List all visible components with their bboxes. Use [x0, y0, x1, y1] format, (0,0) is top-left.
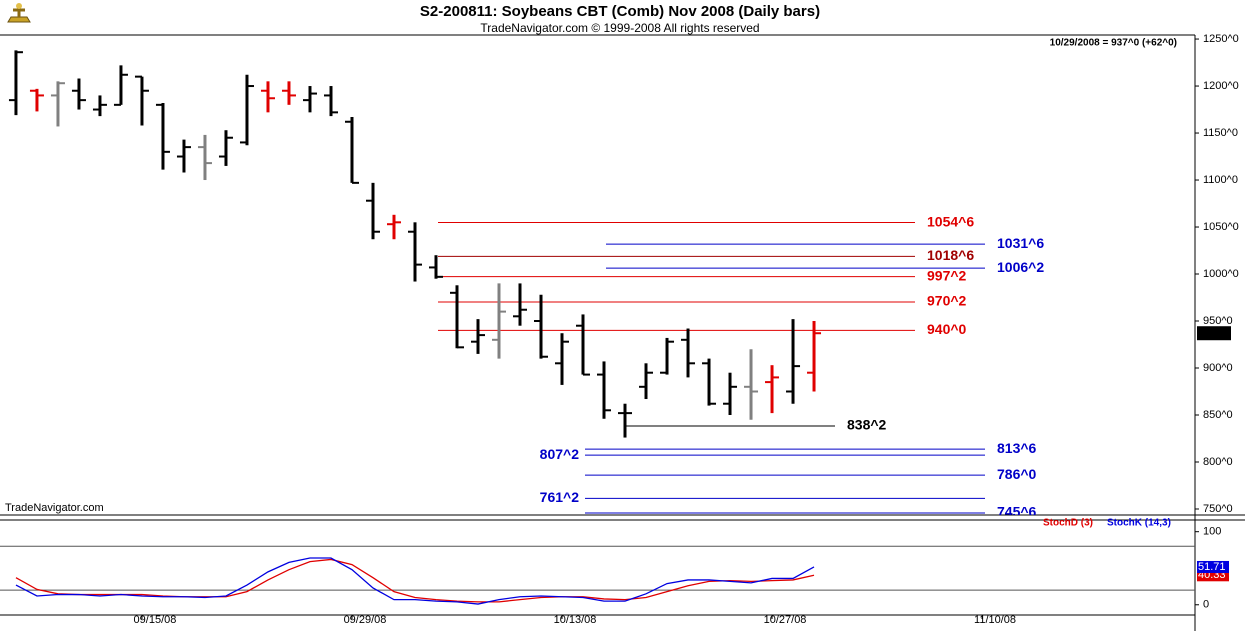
watermark: TradeNavigator.com [5, 502, 104, 514]
level-label: 970^2 [927, 293, 967, 309]
level-label: 745^6 [997, 504, 1037, 520]
y-tick-label: 1050^0 [1203, 221, 1239, 233]
y-tick-label: 1000^0 [1203, 268, 1239, 280]
y-tick-label: 100 [1203, 526, 1221, 538]
chart-title: S2-200811: Soybeans CBT (Comb) Nov 2008 … [420, 3, 820, 20]
y-tick-label: 1100^0 [1203, 174, 1238, 186]
y-tick-label: 0 [1203, 599, 1209, 611]
y-tick-label: 1250^0 [1203, 33, 1239, 45]
legend-entry: StochD (3) [1043, 518, 1093, 529]
y-tick-label: 900^0 [1203, 362, 1233, 374]
last-price-box [1197, 326, 1231, 341]
price-panel: 1054^6 1018^6 997^2 970^2 940^0 1031^6 1006^2 8… [8, 50, 1044, 520]
y-tick-label: 950^0 [1203, 315, 1233, 327]
level-label: 1006^2 [997, 259, 1044, 275]
level-label: 838^2 [847, 417, 887, 433]
y-tick-label: 750^0 [1203, 503, 1233, 515]
level-label: 997^2 [927, 267, 967, 283]
level-label: 940^0 [927, 321, 967, 337]
level-label: 1031^6 [997, 235, 1044, 251]
level-label: 807^2 [540, 446, 580, 462]
last-price-label: 937^0 [1199, 327, 1229, 339]
stoch-line [15, 557, 815, 605]
x-tick-label: 10/27/08 [764, 614, 807, 626]
level-label: 786^0 [997, 466, 1037, 482]
level-label: 1018^6 [927, 247, 974, 263]
level-label: 761^2 [540, 489, 580, 505]
x-tick-label: 09/15/08 [134, 614, 177, 626]
last-bar-annotation: 10/29/2008 = 937^0 (+62^0) [1050, 38, 1177, 49]
x-tick-label: 11/10/08 [974, 614, 1016, 626]
y-tick-label: 1150^0 [1203, 127, 1238, 139]
chart-subtitle: TradeNavigator.com © 1999-2008 All right… [480, 21, 759, 35]
y-tick-label: 800^0 [1203, 456, 1233, 468]
x-tick-label: 10/13/08 [554, 614, 597, 626]
last-value-box [1197, 560, 1229, 573]
overlay: 1250^0 1200^0 1150^0 1100^0 1050^0 1000^0 950^… [0, 33, 1239, 626]
logo [7, 3, 31, 23]
legend-entry: StochK (14,3) [1107, 518, 1171, 529]
level-label: 1054^6 [927, 213, 974, 229]
x-tick-label: 09/29/08 [344, 614, 387, 626]
y-tick-label: 1200^0 [1203, 80, 1239, 92]
stoch-line [15, 558, 815, 603]
last-value-label: 51.71 [1198, 561, 1226, 573]
y-tick-label: 850^0 [1203, 409, 1233, 421]
level-label: 813^6 [997, 440, 1037, 456]
